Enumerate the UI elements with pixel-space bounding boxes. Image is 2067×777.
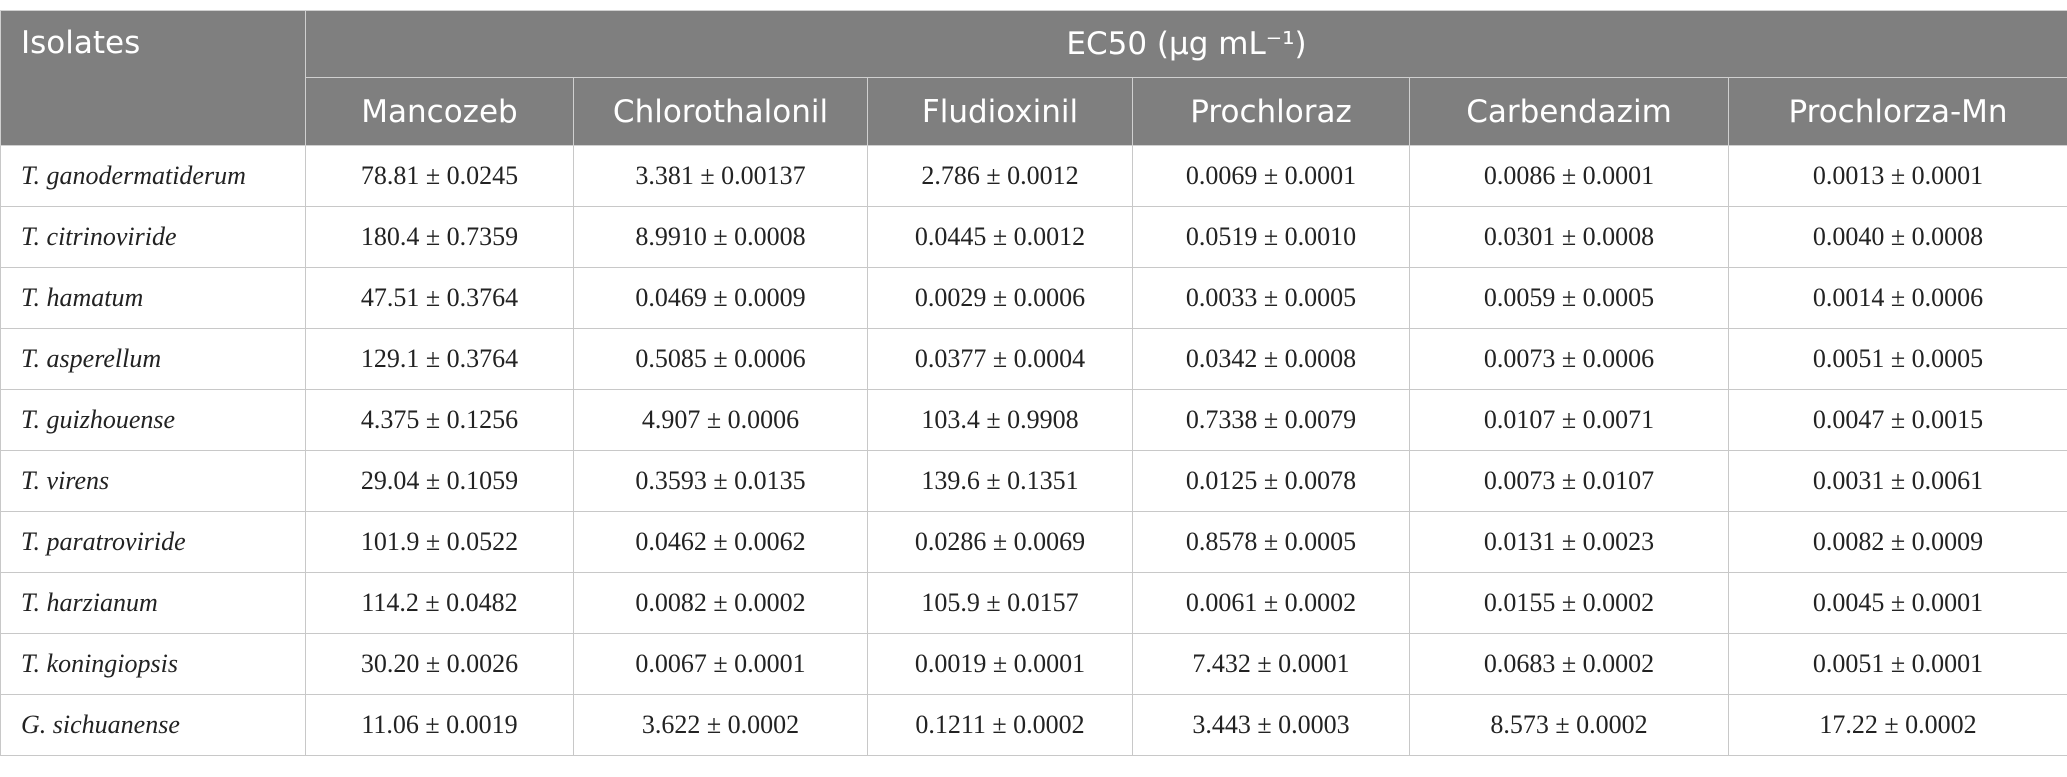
ec50-value: 0.0125 ± 0.0078 bbox=[1132, 450, 1410, 512]
ec50-value: 2.786 ± 0.0012 bbox=[867, 145, 1133, 207]
isolate-name: G. sichuanense bbox=[0, 694, 306, 756]
isolate-name: T. koningiopsis bbox=[0, 633, 306, 695]
column-header: Prochloraz bbox=[1132, 77, 1410, 146]
ec50-value: 0.1211 ± 0.0002 bbox=[867, 694, 1133, 756]
ec50-value: 0.0131 ± 0.0023 bbox=[1409, 511, 1729, 573]
ec50-value: 11.06 ± 0.0019 bbox=[305, 694, 574, 756]
header-row: Isolates EC50 (μg mL⁻¹) bbox=[0, 10, 2067, 146]
ec50-value: 0.0067 ± 0.0001 bbox=[573, 633, 868, 695]
ec50-value: 0.7338 ± 0.0079 bbox=[1132, 389, 1410, 451]
ec50-value: 0.0082 ± 0.0009 bbox=[1727, 511, 2067, 573]
ec50-value: 0.8578 ± 0.0005 bbox=[1132, 511, 1410, 573]
ec50-value: 0.0051 ± 0.0005 bbox=[1727, 328, 2067, 390]
ec50-value: 0.5085 ± 0.0006 bbox=[573, 328, 868, 390]
ec50-value: 47.51 ± 0.3764 bbox=[305, 267, 574, 329]
ec50-value: 103.4 ± 0.9908 bbox=[867, 389, 1133, 451]
ec50-value: 29.04 ± 0.1059 bbox=[305, 450, 574, 512]
table-row: T. harzianum 114.2 ± 0.0482 0.0082 ± 0.000… bbox=[0, 572, 2067, 634]
table-row: T. asperellum 129.1 ± 0.3764 0.5085 ± 0.00… bbox=[0, 328, 2067, 390]
ec50-value: 0.0073 ± 0.0107 bbox=[1409, 450, 1729, 512]
ec50-value: 139.6 ± 0.1351 bbox=[867, 450, 1133, 512]
ec50-value: 0.0051 ± 0.0001 bbox=[1727, 633, 2067, 695]
ec50-value: 0.0286 ± 0.0069 bbox=[867, 511, 1133, 573]
ec50-value: 0.0014 ± 0.0006 bbox=[1727, 267, 2067, 329]
ec50-value: 78.81 ± 0.0245 bbox=[305, 145, 574, 207]
ec50-value: 0.0029 ± 0.0006 bbox=[867, 267, 1133, 329]
ec50-value: 0.0040 ± 0.0008 bbox=[1727, 206, 2067, 268]
ec50-value: 4.375 ± 0.1256 bbox=[305, 389, 574, 451]
isolate-name: T. asperellum bbox=[0, 328, 306, 390]
ec50-value: 0.3593 ± 0.0135 bbox=[573, 450, 868, 512]
column-header: Chlorothalonil bbox=[573, 77, 868, 146]
table-row: T. guizhouense 4.375 ± 0.1256 4.907 ± 0.00… bbox=[0, 389, 2067, 451]
ec50-value: 0.0086 ± 0.0001 bbox=[1409, 145, 1729, 207]
isolate-name: T. paratroviride bbox=[0, 511, 306, 573]
ec50-value: 0.0045 ± 0.0001 bbox=[1727, 572, 2067, 634]
table-row: T. ganodermatiderum 78.81 ± 0.0245 3.381 ±… bbox=[0, 145, 2067, 207]
ec50-value: 7.432 ± 0.0001 bbox=[1132, 633, 1410, 695]
isolate-name: T. hamatum bbox=[0, 267, 306, 329]
header-cell: Isolates bbox=[0, 10, 306, 146]
ec50-value: 114.2 ± 0.0482 bbox=[305, 572, 574, 634]
column-header: Mancozeb bbox=[305, 77, 574, 146]
data-table: Isolates EC50 (μg mL⁻¹) Mancozeb Chloroth… bbox=[0, 10, 2067, 756]
ec50-value: 0.0061 ± 0.0002 bbox=[1132, 572, 1410, 634]
ec50-value: 3.381 ± 0.00137 bbox=[573, 145, 868, 207]
isolate-name: T. citrinoviride bbox=[0, 206, 306, 268]
ec50-value: 0.0462 ± 0.0062 bbox=[573, 511, 868, 573]
ec50-value: 0.0445 ± 0.0012 bbox=[867, 206, 1133, 268]
ec50-value: 129.1 ± 0.3764 bbox=[305, 328, 574, 390]
ec50-value: 0.0019 ± 0.0001 bbox=[867, 633, 1133, 695]
table-row: T. citrinoviride 180.4 ± 0.7359 8.9910 ± 0… bbox=[0, 206, 2067, 268]
table-header: Isolates EC50 (μg mL⁻¹) Mancozeb Chloroth… bbox=[0, 10, 2067, 146]
ec50-value: 0.0013 ± 0.0001 bbox=[1727, 145, 2067, 207]
table-row: T. koningiopsis 30.20 ± 0.0026 0.0067 ± 0.… bbox=[0, 633, 2067, 695]
isolate-name: T. ganodermatiderum bbox=[0, 145, 306, 207]
isolate-name: T. virens bbox=[0, 450, 306, 512]
column-header: Fludioxinil bbox=[867, 77, 1133, 146]
table-row: T. hamatum 47.51 ± 0.3764 0.0469 ± 0.0009 0… bbox=[0, 267, 2067, 329]
ec50-value: 0.0047 ± 0.0015 bbox=[1727, 389, 2067, 451]
table-row: T. virens 29.04 ± 0.1059 0.3593 ± 0.0135 13… bbox=[0, 450, 2067, 512]
ec50-value: 180.4 ± 0.7359 bbox=[305, 206, 574, 268]
ec50-value: 0.0073 ± 0.0006 bbox=[1409, 328, 1729, 390]
ec50-value: 0.0069 ± 0.0001 bbox=[1132, 145, 1410, 207]
ec50-value: 0.0683 ± 0.0002 bbox=[1409, 633, 1729, 695]
ec50-value: 0.0155 ± 0.0002 bbox=[1409, 572, 1729, 634]
ec50-value: 0.0301 ± 0.0008 bbox=[1409, 206, 1729, 268]
header-group: EC50 (μg mL⁻¹) bbox=[304, 10, 2067, 78]
isolate-name: T. harzianum bbox=[0, 572, 306, 634]
table-row: T. paratroviride 101.9 ± 0.0522 0.0462 ± 0… bbox=[0, 511, 2067, 573]
ec50-value: 105.9 ± 0.0157 bbox=[867, 572, 1133, 634]
ec50-value: 30.20 ± 0.0026 bbox=[305, 633, 574, 695]
ec50-value: 0.0082 ± 0.0002 bbox=[573, 572, 868, 634]
table-body: T. ganodermatiderum 78.81 ± 0.0245 3.381 ±… bbox=[0, 145, 2067, 756]
ec50-value: 0.0342 ± 0.0008 bbox=[1132, 328, 1410, 390]
ec50-value: 0.0033 ± 0.0005 bbox=[1132, 267, 1410, 329]
ec50-value: 101.9 ± 0.0522 bbox=[305, 511, 574, 573]
ec50-value: 8.9910 ± 0.0008 bbox=[573, 206, 868, 268]
header-row: Mancozeb Chlorothalonil Fludioxinil Prochlo… bbox=[1, 77, 2067, 146]
isolate-name: T. guizhouense bbox=[0, 389, 306, 451]
ec50-value: 3.622 ± 0.0002 bbox=[573, 694, 868, 756]
ec50-value: 0.0059 ± 0.0005 bbox=[1409, 267, 1729, 329]
ec50-value: 17.22 ± 0.0002 bbox=[1727, 694, 2067, 756]
ec50-value: 0.0469 ± 0.0009 bbox=[573, 267, 868, 329]
ec50-value: 3.443 ± 0.0003 bbox=[1132, 694, 1410, 756]
ec50-value: 8.573 ± 0.0002 bbox=[1409, 694, 1729, 756]
ec50-value: 0.0519 ± 0.0010 bbox=[1132, 206, 1410, 268]
table-row: G. sichuanense 11.06 ± 0.0019 3.622 ± 0.00… bbox=[0, 694, 2067, 756]
ec50-value: 4.907 ± 0.0006 bbox=[573, 389, 868, 451]
ec50-value: 0.0377 ± 0.0004 bbox=[867, 328, 1133, 390]
ec50-value: 0.0031 ± 0.0061 bbox=[1727, 450, 2067, 512]
ec50-value: 0.0107 ± 0.0071 bbox=[1409, 389, 1729, 451]
column-header: Prochlorza-Mn bbox=[1727, 77, 2067, 146]
column-header: Carbendazim bbox=[1409, 77, 1729, 146]
